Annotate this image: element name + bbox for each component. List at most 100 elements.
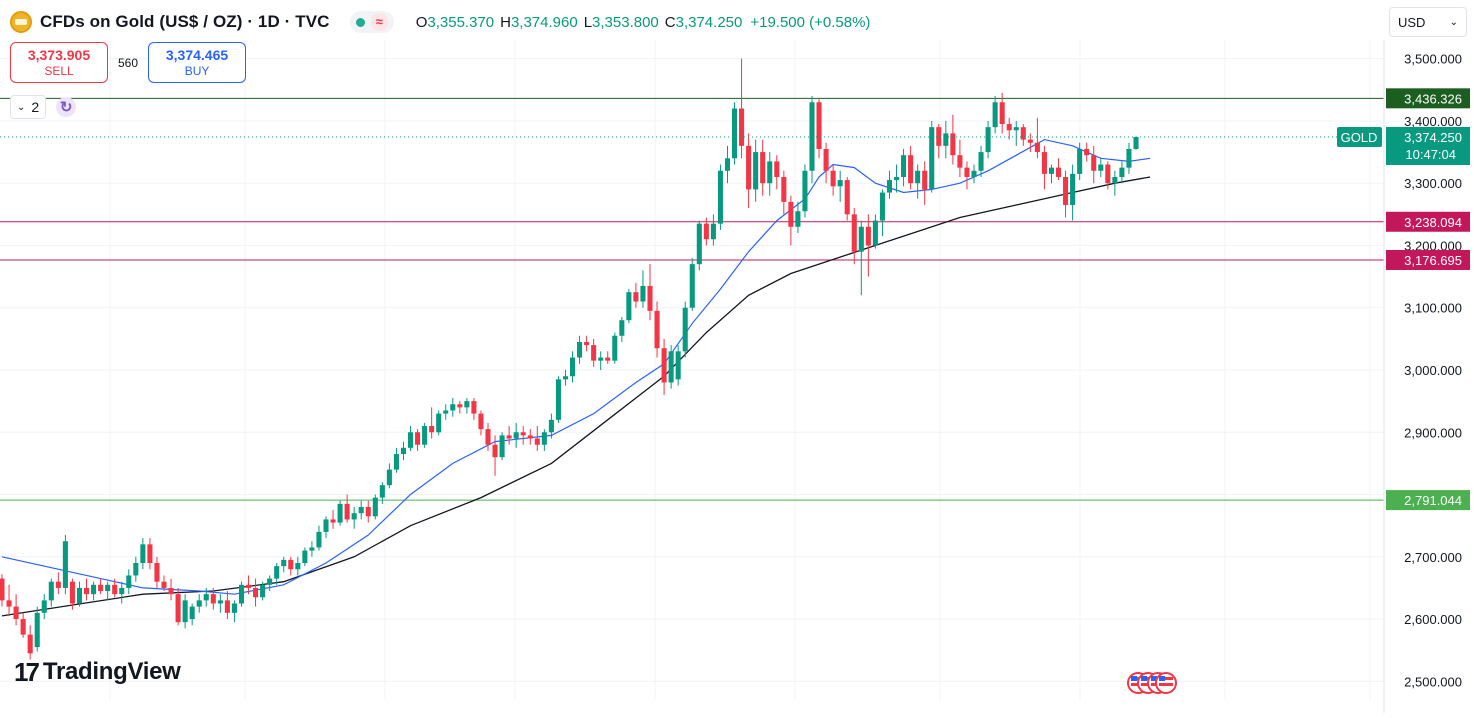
candle bbox=[175, 587, 181, 626]
price-axis-tick-label: 3,400.000 bbox=[1404, 114, 1462, 129]
candle bbox=[217, 594, 223, 613]
candle bbox=[1041, 145, 1047, 190]
candle-body bbox=[689, 264, 695, 308]
us-flag-event-icon[interactable] bbox=[1155, 672, 1177, 694]
level-price-label: 2,791.044 bbox=[1404, 493, 1462, 508]
candle bbox=[281, 556, 287, 573]
candle-body bbox=[161, 581, 167, 588]
candle-body bbox=[499, 435, 505, 458]
candle bbox=[893, 164, 900, 193]
candle bbox=[492, 435, 498, 476]
symbol-title[interactable]: CFDs on Gold (US$ / OZ) · 1D · TVC bbox=[40, 12, 330, 31]
candle-body bbox=[731, 108, 738, 159]
candle bbox=[1063, 170, 1069, 218]
candle-body bbox=[675, 351, 681, 380]
price-axis-tick-label: 2,900.000 bbox=[1404, 425, 1462, 440]
flag-canton bbox=[1159, 676, 1165, 681]
candle bbox=[196, 594, 202, 613]
candle bbox=[915, 164, 921, 199]
candle bbox=[13, 594, 19, 626]
candle bbox=[823, 142, 829, 184]
candle-body bbox=[379, 485, 385, 498]
candle-body bbox=[210, 594, 216, 604]
trade-buttons: 3,373.905 SELL 560 3,374.465 BUY bbox=[10, 42, 247, 83]
candle-body bbox=[1084, 148, 1090, 156]
candle bbox=[555, 376, 561, 423]
sell-button[interactable]: 3,373.905 SELL bbox=[10, 42, 108, 83]
candle-body bbox=[851, 214, 857, 252]
indicator-count: 2 bbox=[31, 99, 40, 115]
candle-body bbox=[992, 102, 998, 128]
sell-price: 3,373.905 bbox=[27, 46, 91, 63]
candle-body bbox=[422, 426, 428, 445]
price-axis-tick-label: 2,600.000 bbox=[1404, 612, 1462, 627]
candle bbox=[717, 164, 723, 230]
candle-body bbox=[450, 404, 456, 411]
candle bbox=[98, 578, 104, 595]
candle-body bbox=[83, 587, 90, 595]
candle bbox=[400, 441, 407, 461]
market-status[interactable]: ≈ bbox=[349, 11, 394, 33]
candle bbox=[548, 413, 554, 439]
candle bbox=[126, 569, 132, 595]
candle bbox=[633, 282, 639, 308]
flag-stripe bbox=[1159, 683, 1173, 686]
candle-body bbox=[640, 285, 646, 302]
fast-moving-average-line bbox=[1, 138, 1151, 595]
currency-select[interactable]: USD ⌄ bbox=[1389, 7, 1467, 37]
tradingview-logo[interactable]: 17 TradingView bbox=[14, 658, 181, 686]
chart-header: CFDs on Gold (US$ / OZ) · 1D · TVC ≈ O3,… bbox=[10, 8, 870, 36]
candle bbox=[612, 332, 618, 364]
candle bbox=[950, 114, 956, 165]
ohlc-values: O3,355.370 H3,374.960 L3,353.800 C3,374.… bbox=[416, 14, 871, 31]
candle bbox=[577, 335, 583, 364]
candle-body bbox=[999, 102, 1005, 125]
candle bbox=[809, 96, 815, 184]
candle bbox=[1027, 133, 1033, 153]
indicators-toggle[interactable]: ⌄ 2 bbox=[10, 95, 47, 119]
buy-button[interactable]: 3,374.465 BUY bbox=[148, 42, 247, 83]
flag-canton bbox=[1131, 676, 1137, 681]
candle-body bbox=[119, 587, 125, 595]
candle-body bbox=[668, 351, 674, 383]
candle-body bbox=[971, 170, 977, 177]
candle-body bbox=[1098, 164, 1104, 171]
candle-body bbox=[1048, 167, 1055, 174]
candle bbox=[513, 422, 519, 448]
candle-body bbox=[27, 634, 33, 654]
candle-body bbox=[717, 170, 723, 224]
candle bbox=[260, 581, 266, 601]
candle bbox=[112, 578, 118, 598]
candle-body bbox=[1070, 173, 1076, 205]
candle bbox=[1013, 120, 1019, 146]
candle bbox=[746, 133, 752, 209]
candle-body bbox=[323, 519, 329, 532]
candle bbox=[710, 214, 716, 246]
candle-body bbox=[661, 348, 667, 383]
refresh-icon[interactable]: ↻ bbox=[56, 97, 77, 117]
candle bbox=[1098, 158, 1104, 177]
candle bbox=[154, 556, 160, 588]
candle bbox=[147, 538, 153, 570]
candle-body bbox=[105, 584, 111, 592]
candle-body bbox=[274, 566, 280, 579]
candle bbox=[520, 426, 526, 445]
candle-body bbox=[55, 581, 61, 588]
candle bbox=[957, 139, 963, 177]
candle-body bbox=[724, 158, 731, 171]
candle bbox=[668, 345, 674, 389]
candle-body bbox=[569, 357, 576, 377]
buy-label: BUY bbox=[184, 63, 210, 78]
candle-body bbox=[1020, 127, 1026, 140]
candle-body bbox=[872, 220, 878, 246]
candle bbox=[295, 556, 301, 576]
candle-body bbox=[76, 587, 83, 604]
candle bbox=[689, 257, 695, 311]
candle bbox=[774, 155, 780, 190]
candle-body bbox=[217, 600, 223, 604]
candle bbox=[358, 500, 364, 520]
candle-body bbox=[788, 201, 794, 227]
news-icons[interactable] bbox=[1127, 672, 1177, 694]
